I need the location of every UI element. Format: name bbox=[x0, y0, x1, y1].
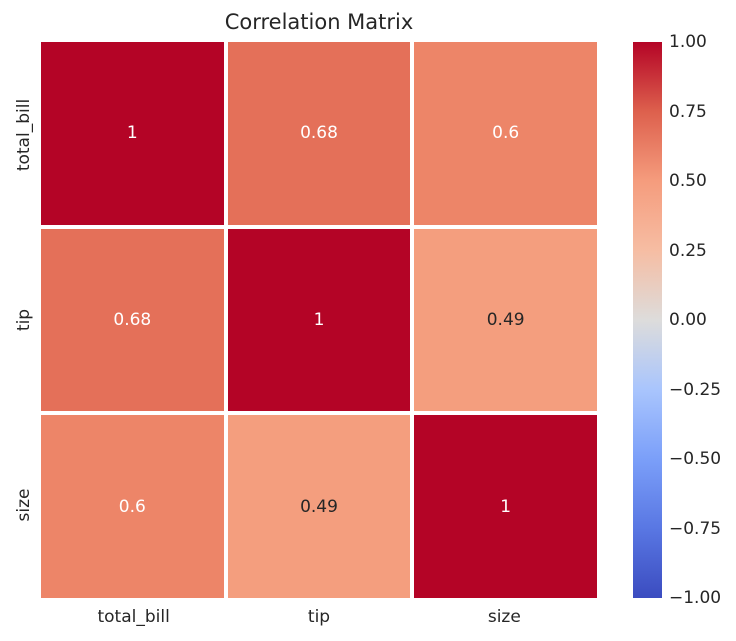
colorbar-tick-label: 0.25 bbox=[669, 240, 707, 261]
colorbar-tick-label: −1.00 bbox=[669, 588, 722, 608]
y-axis-label-total_bill: total_bill bbox=[14, 98, 34, 171]
colorbar-ticks: 1.00 0.75 0.50 0.25 0.00 −0.25 −0.50 −0.75 −1.00 bbox=[669, 32, 735, 608]
cell-value: 0.68 bbox=[113, 309, 152, 330]
heatmap-cell-size-total_bill: 0.6 bbox=[41, 415, 224, 598]
colorbar-tick-label: 0.75 bbox=[669, 101, 707, 122]
cell-value: 0.6 bbox=[492, 123, 520, 144]
cell-value: 0.49 bbox=[486, 309, 525, 330]
colorbar-gradient bbox=[633, 42, 662, 598]
cell-value: 1 bbox=[126, 123, 138, 144]
x-axis-labels: total_bill tip size bbox=[41, 598, 597, 636]
heatmap-cell-size-tip: 0.49 bbox=[227, 415, 411, 598]
heatmap-cell-tip-size: 0.49 bbox=[414, 228, 597, 412]
colorbar-tick-label: 0.50 bbox=[669, 171, 707, 191]
y-axis-label-size: size bbox=[14, 488, 34, 522]
cell-value: 0.68 bbox=[300, 123, 338, 144]
heatmap-cell-total_bill-total_bill: 1 bbox=[41, 42, 224, 225]
colorbar-tick-label: −0.50 bbox=[669, 449, 722, 469]
cell-value: 0.49 bbox=[300, 496, 338, 517]
x-axis-label-total_bill: total_bill bbox=[97, 607, 170, 627]
colorbar-tick-label: 0.00 bbox=[669, 310, 707, 330]
chart-title: Correlation Matrix bbox=[224, 10, 414, 34]
y-axis-label-tip: tip bbox=[14, 308, 34, 332]
cell-value: 1 bbox=[313, 309, 325, 330]
colorbar-tick-label: −0.75 bbox=[669, 518, 722, 539]
colorbar-tick-label: 1.00 bbox=[669, 32, 707, 52]
heatmap-grid: 1 0.68 0.6 0.68 1 0.49 0.6 0.49 1 bbox=[41, 42, 597, 598]
heatmap-cell-total_bill-tip: 0.68 bbox=[227, 42, 411, 225]
heatmap-cell-total_bill-size: 0.6 bbox=[414, 42, 597, 225]
cell-value: 1 bbox=[500, 496, 512, 517]
heatmap-cell-tip-total_bill: 0.68 bbox=[41, 228, 224, 412]
cell-value: 0.6 bbox=[118, 496, 146, 517]
heatmap-cell-size-size: 1 bbox=[414, 415, 597, 598]
heatmap-cell-tip-tip: 1 bbox=[227, 228, 411, 412]
colorbar-tick-label: −0.25 bbox=[669, 379, 722, 400]
x-axis-label-tip: tip bbox=[307, 607, 331, 627]
x-axis-label-size: size bbox=[487, 607, 521, 627]
